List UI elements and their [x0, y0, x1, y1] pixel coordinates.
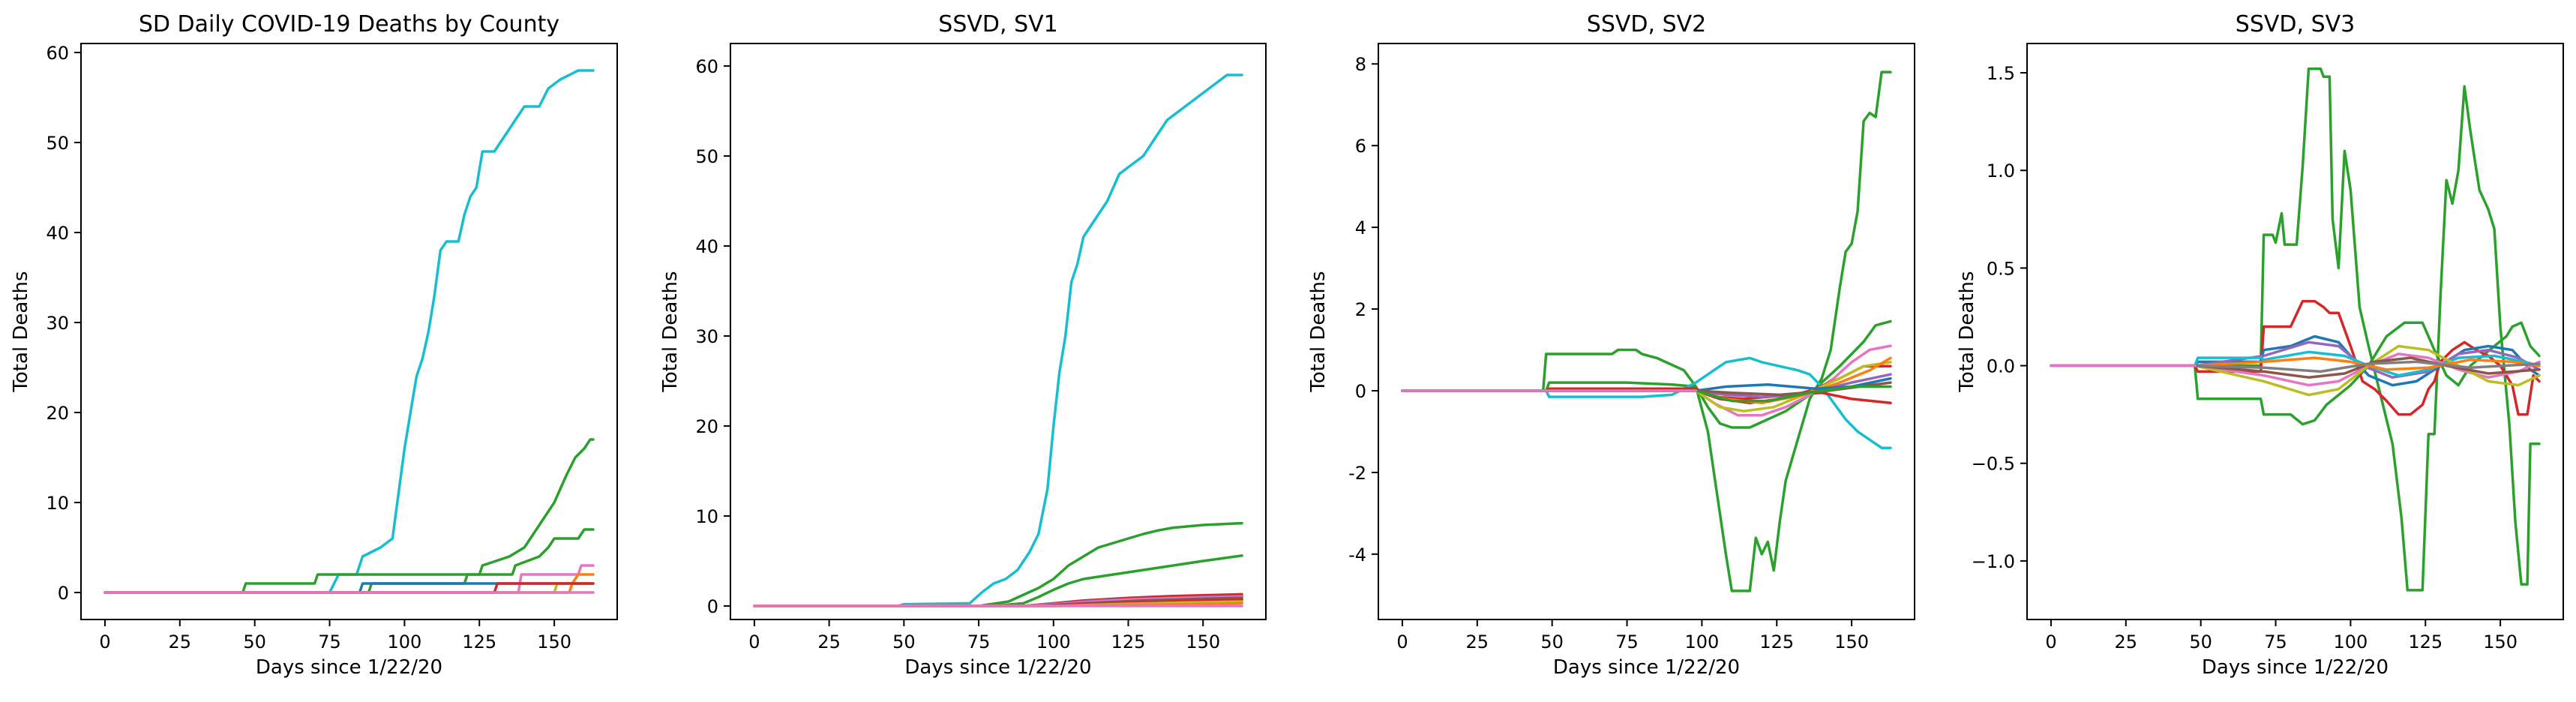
x-tick-label: 75	[318, 632, 341, 652]
y-tick-label: 0	[1355, 381, 1366, 402]
x-tick-label: 25	[2115, 632, 2138, 652]
series-line-1	[103, 69, 595, 594]
chart-panel-3: 0 25 50 75 100 125 150 -4 -2 0 2 4 6 8 SSVD, SV2 Days s…	[1307, 11, 1915, 679]
y-axis-label: Total Deaths	[659, 271, 682, 392]
series-group	[753, 74, 1243, 608]
series-line-8	[2050, 344, 2541, 397]
x-tick-label: 100	[2333, 632, 2368, 652]
y-tick-label: -4	[1348, 544, 1366, 566]
x-axis-label: Days since 1/22/20	[256, 656, 442, 679]
x-tick-label: 100	[387, 632, 421, 652]
x-tick-label: 25	[817, 632, 841, 652]
series-line-6	[2050, 350, 2541, 377]
x-tick-label: 100	[1036, 632, 1071, 652]
y-tick-label: 1.5	[1987, 63, 2015, 84]
x-tick-label: 150	[1186, 632, 1220, 652]
series-line-2	[103, 438, 595, 594]
x-tick-label: 25	[169, 632, 192, 652]
x-tick-label: 0	[99, 632, 110, 652]
x-tick-label: 25	[1466, 632, 1489, 652]
x-tick-label: 0	[1396, 632, 1408, 652]
series-line-3	[1401, 356, 1892, 449]
series-line-2	[753, 521, 1243, 608]
series-line-2	[2050, 321, 2541, 426]
series-group	[103, 69, 595, 594]
x-tick-label: 125	[1111, 632, 1146, 652]
y-tick-label: 40	[46, 223, 69, 244]
y-tick-label: −1.0	[1972, 551, 2015, 572]
series-line-1	[1401, 70, 1892, 592]
y-tick-label: 0	[58, 583, 69, 604]
y-tick-label: 10	[46, 493, 69, 514]
chart-title: SD Daily COVID-19 Deaths by County	[139, 11, 559, 38]
y-tick-label: 0.5	[1987, 258, 2015, 279]
series-line-1	[2050, 68, 2541, 592]
series-line-1	[753, 74, 1243, 608]
chart-panel-2: 0 25 50 75 100 125 150 0 10 20 30 40 50 60 SSVD, SV1 Da…	[659, 11, 1267, 679]
x-tick-label: 0	[748, 632, 760, 652]
x-tick-label: 125	[1759, 632, 1794, 652]
plot-frame	[80, 43, 618, 620]
y-tick-label: 40	[695, 236, 718, 257]
x-tick-label: 50	[2189, 632, 2212, 652]
series-line-10	[2050, 356, 2541, 371]
y-tick-label: 1.0	[1987, 160, 2015, 182]
series-line-11	[2050, 360, 2541, 374]
y-axis-label: Total Deaths	[10, 271, 32, 392]
x-axis-label: Days since 1/22/20	[1553, 656, 1740, 679]
y-tick-label: 30	[695, 326, 718, 347]
y-tick-label: 2	[1355, 299, 1366, 320]
x-tick-label: 150	[537, 632, 571, 652]
x-axis-label: Days since 1/22/20	[2202, 656, 2389, 679]
x-axis-label: Days since 1/22/20	[904, 656, 1091, 679]
y-tick-label: 50	[695, 146, 718, 167]
x-tick-label: 75	[2264, 632, 2287, 652]
series-group	[1401, 70, 1892, 592]
x-tick-label: 150	[1834, 632, 1869, 652]
y-tick-label: 0	[707, 596, 718, 617]
y-tick-label: 20	[695, 416, 718, 437]
chart-title: SSVD, SV2	[1587, 11, 1706, 38]
x-tick-label: 50	[1540, 632, 1564, 652]
y-tick-label: 30	[46, 313, 69, 334]
x-tick-label: 100	[1684, 632, 1719, 652]
plot-frame	[730, 43, 1267, 620]
y-axis-label: Total Deaths	[1956, 271, 1978, 392]
x-tick-label: 125	[2408, 632, 2443, 652]
x-tick-label: 50	[243, 632, 266, 652]
y-tick-label: 60	[46, 43, 69, 64]
plot-frame	[1378, 43, 1915, 620]
y-tick-label: -2	[1348, 463, 1366, 484]
y-tick-label: 60	[695, 56, 718, 77]
y-tick-label: 8	[1355, 54, 1366, 75]
y-tick-label: −0.5	[1972, 454, 2015, 475]
x-tick-label: 75	[1615, 632, 1639, 652]
series-line-3	[753, 554, 1243, 608]
plot-frame	[2026, 43, 2564, 620]
x-tick-label: 75	[967, 632, 991, 652]
chart-title: SSVD, SV1	[938, 11, 1057, 38]
series-line-9	[2050, 356, 2541, 379]
series-line-5	[103, 564, 595, 594]
series-line-2	[1401, 320, 1892, 429]
x-tick-label: 50	[892, 632, 916, 652]
y-tick-label: 10	[695, 506, 718, 527]
series-group	[2050, 68, 2541, 592]
y-axis-label: Total Deaths	[1307, 271, 1330, 392]
chart-panel-1: 0 25 50 75 100 125 150 0 10 20 30 40 50 60 SD Daily CO…	[10, 11, 618, 679]
chart-title: SSVD, SV3	[2236, 11, 2355, 38]
y-tick-label: 4	[1355, 218, 1366, 238]
chart-panel-4: 0 25 50 75 100 125 150 −1.0 −0.5 0.0 0.5 1.0 1.5 SSVD…	[1956, 11, 2564, 679]
y-tick-label: 50	[46, 133, 69, 154]
x-tick-label: 150	[2483, 632, 2518, 652]
y-tick-label: 6	[1355, 136, 1366, 157]
y-tick-label: 0.0	[1987, 356, 2015, 377]
x-tick-label: 0	[2045, 632, 2056, 652]
x-tick-label: 125	[462, 632, 496, 652]
y-tick-label: 20	[46, 403, 69, 424]
